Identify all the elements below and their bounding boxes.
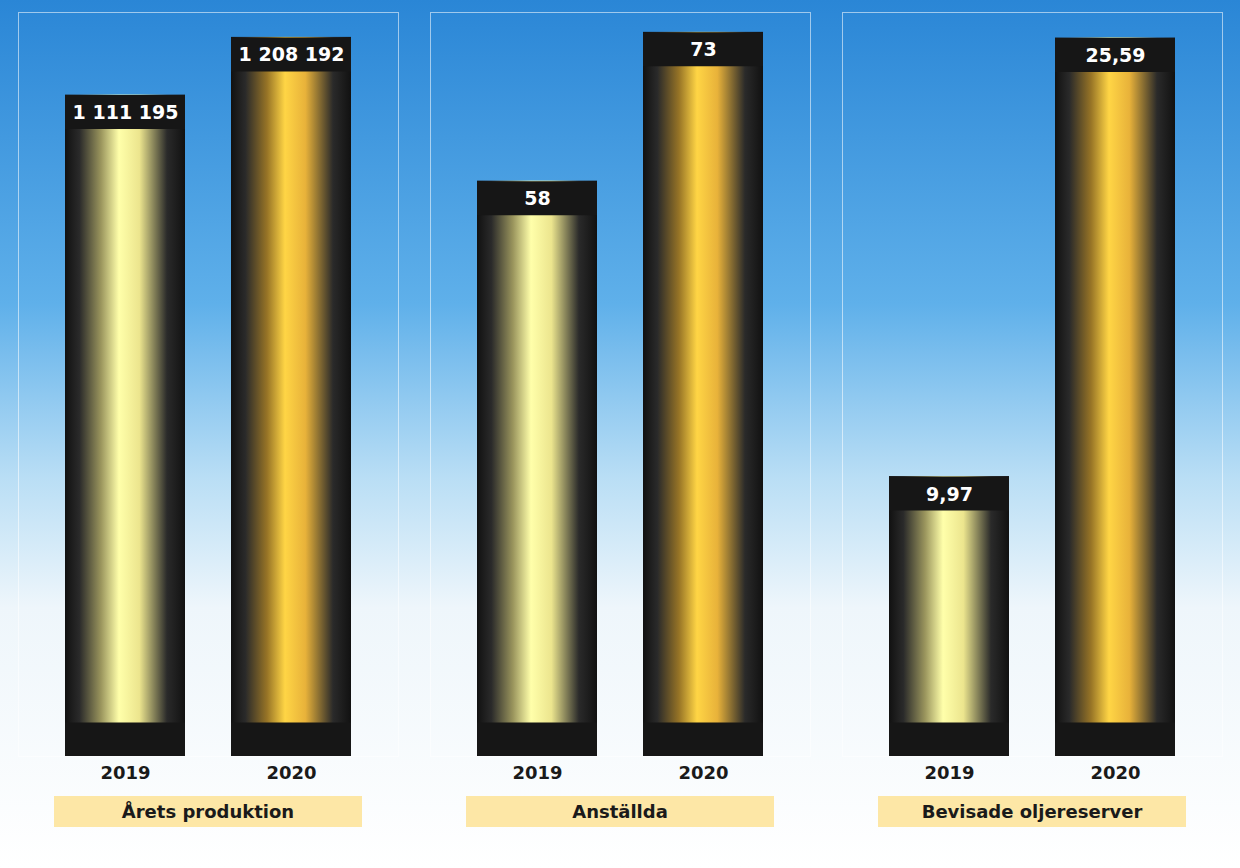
svg-text:2019: 2019 [512, 762, 562, 783]
svg-text:2020: 2020 [266, 762, 316, 783]
svg-text:58: 58 [524, 187, 550, 209]
svg-text:25,59: 25,59 [1085, 44, 1145, 66]
svg-text:9,97: 9,97 [926, 483, 973, 505]
svg-text:2019: 2019 [100, 762, 150, 783]
html-text:Anställda: Anställda [572, 801, 668, 822]
svg-text:2020: 2020 [1090, 762, 1140, 783]
html-text:Årets produktion: Årets produktion [121, 801, 295, 822]
svg-text:2019: 2019 [924, 762, 974, 783]
svg-text:1 111 195: 1 111 195 [73, 101, 179, 123]
svg-text:1 208 192: 1 208 192 [239, 43, 345, 65]
svg-text:2020: 2020 [678, 762, 728, 783]
svg-text:73: 73 [690, 38, 716, 60]
html-text:Bevisade oljereserver: Bevisade oljereserver [921, 801, 1143, 822]
